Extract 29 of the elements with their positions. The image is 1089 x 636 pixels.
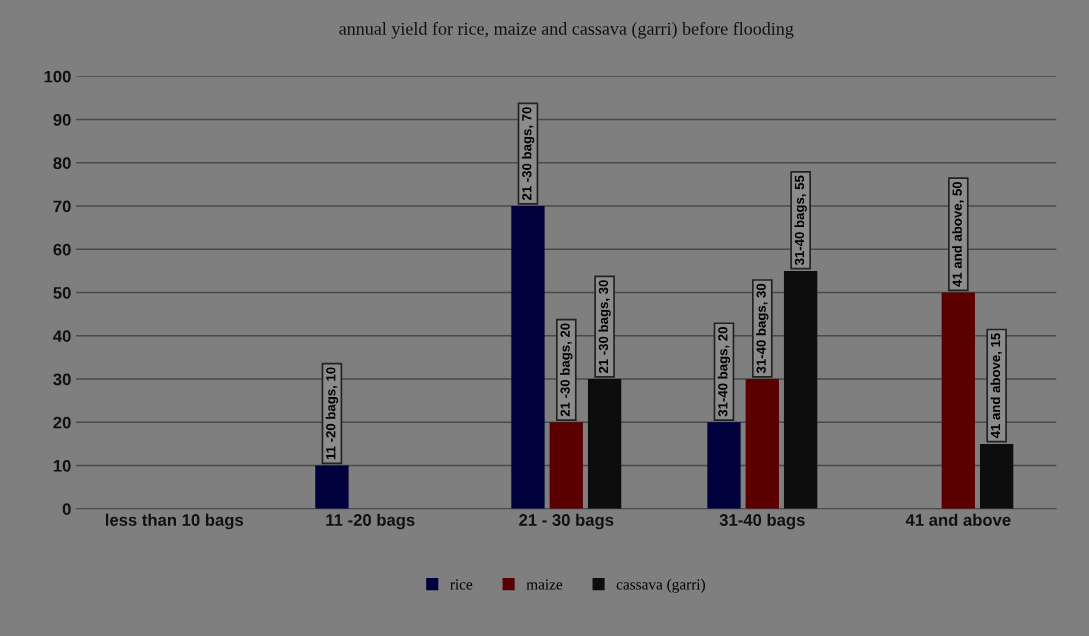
- data-label: 31-40 bags, 20: [717, 327, 731, 417]
- y-tick-label: 30: [53, 373, 71, 386]
- chart-title: annual yield for rice, maize and cassava (garri) before flooding: [339, 21, 794, 39]
- y-tick-label: 70: [53, 200, 71, 213]
- data-label: 21 -30 bags, 70: [521, 107, 535, 201]
- legend-label: cassava (garri): [616, 578, 705, 593]
- y-tick-label: 60: [53, 243, 71, 256]
- legend-label: rice: [450, 579, 473, 590]
- data-label: 31-40 bags, 30: [756, 283, 769, 374]
- x-tick-label: 31-40 bags: [719, 513, 805, 530]
- y-tick-label: 100: [44, 70, 71, 83]
- data-label: 41 and above, 15: [990, 333, 1003, 439]
- y-tick-label: 50: [53, 286, 71, 299]
- y-tick-label: 20: [53, 416, 71, 429]
- y-tick-label: 40: [53, 330, 71, 343]
- x-tick-label: 21 - 30 bags: [519, 513, 614, 530]
- y-tick-label: 10: [53, 459, 71, 472]
- data-label: 31-40 bags, 55: [794, 175, 807, 266]
- data-label: 41 and above, 50: [952, 181, 964, 287]
- legend-label: maize: [526, 579, 563, 590]
- y-tick-label: 0: [62, 503, 71, 515]
- x-tick-label: 41 and above: [905, 513, 1011, 526]
- data-label: 11 -20 bags, 10: [325, 367, 339, 460]
- x-tick-label: 11 -20 bags: [326, 513, 415, 530]
- y-tick-label: 80: [53, 157, 71, 170]
- y-tick-label: 90: [53, 113, 71, 126]
- data-label: 21 -30 bags, 20: [560, 323, 573, 417]
- x-tick-label: less than 10 bags: [105, 513, 244, 530]
- data-label: 21 -30 bags, 30: [598, 280, 611, 374]
